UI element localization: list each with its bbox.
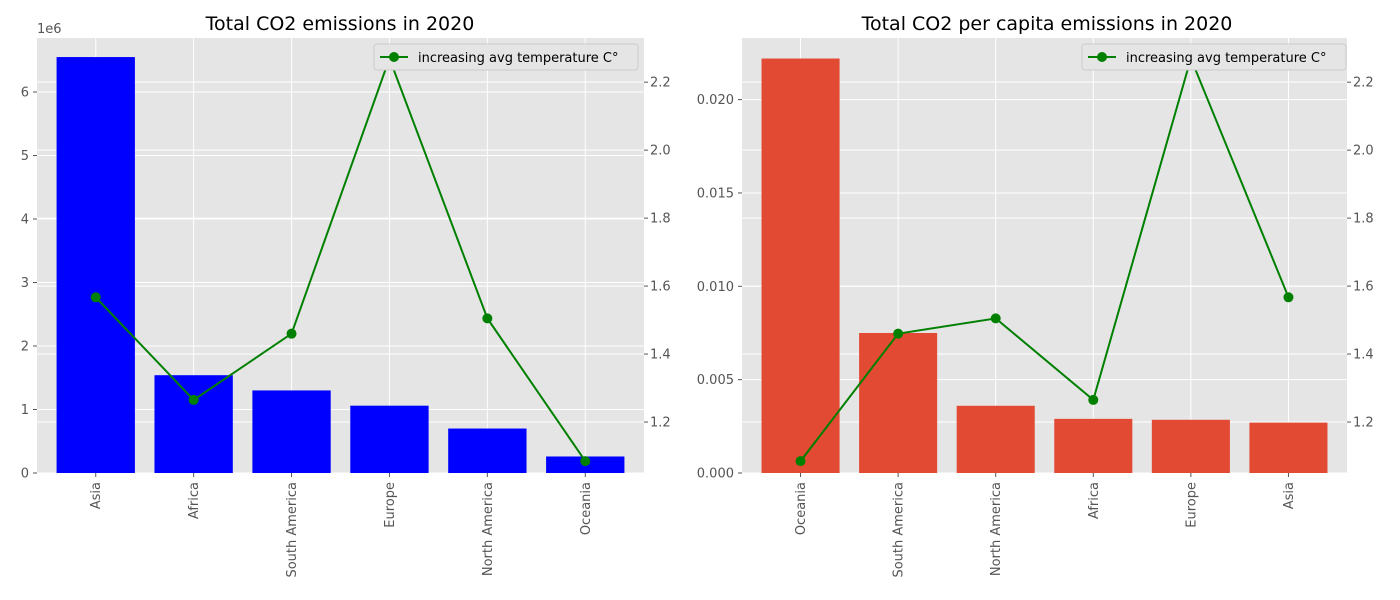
y-tick-label: 0.015 xyxy=(697,186,734,201)
bar xyxy=(859,332,938,473)
chart-title: Total CO2 emissions in 2020 xyxy=(205,13,475,35)
temperature-point xyxy=(795,456,806,467)
x-tick-label: Asia xyxy=(89,482,104,509)
plot-area xyxy=(742,38,1347,473)
x-tick-label: North America xyxy=(481,482,496,576)
chart-title: Total CO2 per capita emissions in 2020 xyxy=(861,13,1233,35)
legend-label: increasing avg temperature C° xyxy=(1126,51,1327,66)
y2-tick-label: 1.6 xyxy=(650,280,671,295)
temperature-point xyxy=(1283,292,1294,303)
temperature-point xyxy=(580,456,591,467)
y-tick-label: 3 xyxy=(21,276,29,291)
y-tick-label: 1 xyxy=(21,403,29,418)
y2-tick-label: 1.2 xyxy=(1353,416,1374,431)
bar xyxy=(1054,418,1133,473)
legend: increasing avg temperature C° xyxy=(373,43,639,71)
temperature-point xyxy=(286,328,297,339)
x-tick-label: Africa xyxy=(1087,482,1102,519)
legend-label: increasing avg temperature C° xyxy=(418,51,619,66)
y2-tick-label: 2.2 xyxy=(650,76,671,91)
legend-box xyxy=(1081,43,1347,71)
bar xyxy=(761,58,840,474)
y2-tick-label: 2.0 xyxy=(1353,144,1374,159)
legend-marker-swatch xyxy=(1097,52,1107,62)
bar-series xyxy=(56,57,625,474)
y2-tick-label: 1.6 xyxy=(1353,280,1374,295)
y-tick-label: 2 xyxy=(21,339,29,354)
x-tick-label: South America xyxy=(892,482,907,578)
temperature-point xyxy=(90,292,101,303)
x-tick-label: Europe xyxy=(383,482,398,528)
temperature-series-line xyxy=(799,55,1290,462)
y-tick-label: 0.000 xyxy=(697,467,734,482)
temperature-point xyxy=(893,328,904,339)
y2-tick-label: 1.8 xyxy=(1353,212,1374,227)
y2-tick-label: 1.4 xyxy=(650,348,671,363)
chart-total-co2: 0 1 2 3 4 5 6 1.2 1.4 1.6 1.8 2.0 2.2 Asia Africa South… xyxy=(21,13,671,578)
bar xyxy=(56,57,135,474)
y-tick-label: 0.005 xyxy=(697,373,734,388)
bar xyxy=(1151,419,1230,473)
y-tick-label: 6 xyxy=(21,85,29,100)
y-tick-label: 0.020 xyxy=(697,93,734,108)
temperature-point xyxy=(1088,394,1099,405)
y-tick-label: 5 xyxy=(21,149,29,164)
bar xyxy=(154,375,233,473)
bar xyxy=(252,390,331,473)
axes: 0.000 0.005 0.010 0.015 0.020 1.2 1.4 1.6 1.8 2.0… xyxy=(697,76,1374,578)
x-tick-label: Oceania xyxy=(794,482,809,535)
bar-series xyxy=(761,58,1328,474)
y2-tick-label: 2.2 xyxy=(1353,76,1374,91)
y2-tick-label: 2.0 xyxy=(650,144,671,159)
x-tick-label: Africa xyxy=(187,482,202,519)
chart-co2-per-capita: 0.000 0.005 0.010 0.015 0.020 1.2 1.4 1.6 1.8 2.0… xyxy=(697,13,1374,578)
x-tick-label: North America xyxy=(989,482,1004,576)
temperature-point xyxy=(482,313,493,324)
temperature-point xyxy=(990,313,1001,324)
y2-tick-label: 1.4 xyxy=(1353,348,1374,363)
x-tick-label: Europe xyxy=(1184,482,1199,528)
x-tick-label: Oceania xyxy=(579,482,594,535)
bar xyxy=(350,405,429,473)
bar xyxy=(448,428,527,473)
y-tick-label: 4 xyxy=(21,212,29,227)
axes: 0 1 2 3 4 5 6 1.2 1.4 1.6 1.8 2.0 2.2 Asia Africa South… xyxy=(21,76,671,578)
x-tick-label: South America xyxy=(285,482,300,578)
y-offset-label: 1e6 xyxy=(37,22,62,37)
legend-box xyxy=(373,43,639,71)
x-tick-label: Asia xyxy=(1282,482,1297,509)
y-tick-label: 0 xyxy=(21,467,29,482)
bar xyxy=(956,405,1035,473)
legend-marker-swatch xyxy=(389,52,399,62)
y2-tick-label: 1.8 xyxy=(650,212,671,227)
y2-tick-label: 1.2 xyxy=(650,416,671,431)
temperature-series-line xyxy=(95,55,587,462)
legend: increasing avg temperature C° xyxy=(1081,43,1347,71)
y-tick-label: 0.010 xyxy=(697,280,734,295)
temperature-point xyxy=(188,394,199,405)
bar xyxy=(1249,422,1328,473)
grid-lines xyxy=(37,38,644,474)
